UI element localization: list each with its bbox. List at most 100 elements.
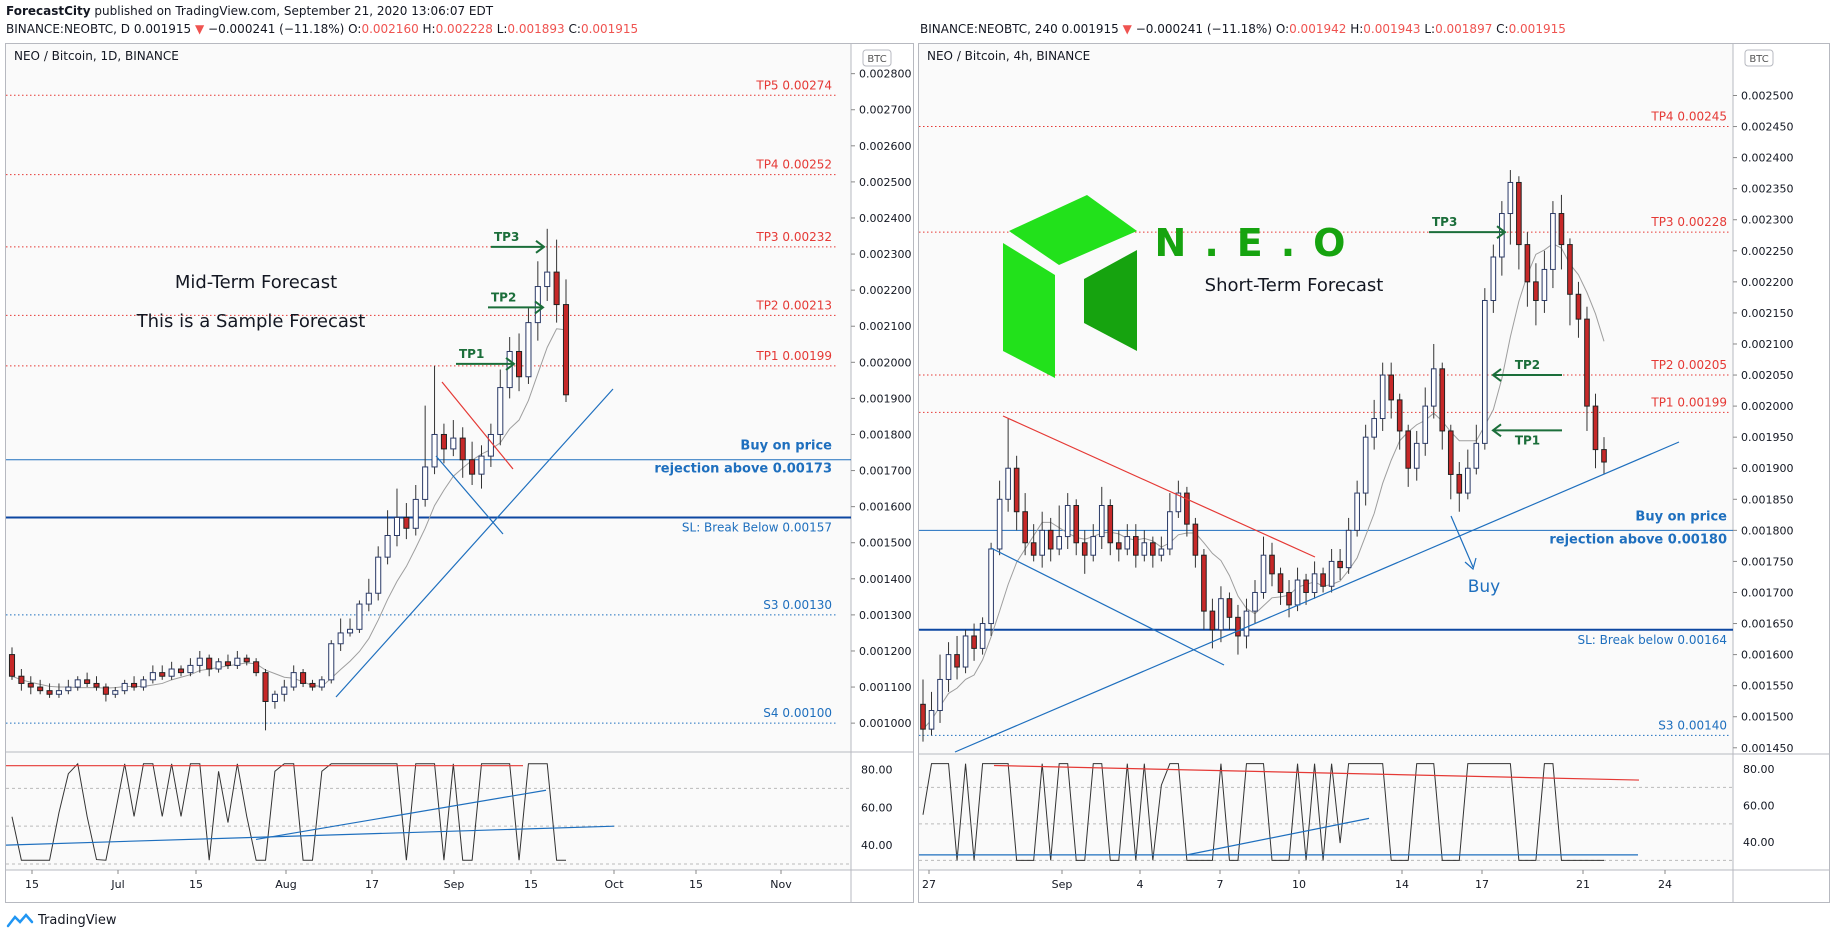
down-triangle-icon: ▼ — [194, 22, 205, 36]
candle-body — [131, 682, 138, 688]
y-tick-label: 0.001200 — [859, 645, 912, 658]
candle-body — [224, 661, 232, 666]
x-tick-label: 17 — [1475, 878, 1489, 891]
tradingview-logo-icon — [6, 913, 34, 928]
candle-body — [1022, 511, 1028, 544]
candle-body — [562, 304, 570, 396]
candle-body — [403, 516, 410, 529]
candle-body — [459, 437, 466, 461]
symbol-line-left: BINANCE:NEOBTC, D 0.001915 ▼ −0.000241 (… — [6, 22, 639, 36]
candle-body — [1013, 467, 1020, 513]
rsi-line — [922, 763, 1604, 861]
candle-body — [1081, 542, 1088, 556]
rsi-tick-label: 80.00 — [861, 763, 893, 776]
change: −0.000241 (−11.18%) — [1135, 22, 1273, 36]
candle-body — [450, 437, 457, 450]
candle-body — [187, 664, 194, 674]
candle-body — [196, 657, 203, 666]
candle-body — [920, 703, 926, 730]
candle-body — [159, 672, 166, 677]
y-tick-label: 0.002200 — [1741, 276, 1794, 289]
arrow-head-icon — [1491, 368, 1502, 382]
rsi-tick-label: 40.00 — [861, 839, 893, 852]
candle-body — [1303, 579, 1309, 593]
currency-label: BTC — [867, 54, 886, 65]
candle-body — [27, 682, 34, 688]
chart-panel-right[interactable]: NEO / Bitcoin, 4h, BINANCE BTC 0.002500 0.0… — [918, 43, 1830, 903]
x-tick-label: Aug — [275, 878, 296, 891]
y-tick-label: 0.001600 — [1741, 649, 1794, 662]
buy-zone-label: rejection above 0.00173 — [654, 462, 832, 477]
candle-body — [1073, 505, 1080, 544]
candle-body — [1150, 542, 1156, 556]
candle-body — [1328, 560, 1335, 587]
candle-body — [553, 271, 560, 306]
trend-line — [441, 381, 514, 470]
candle-body — [1439, 368, 1446, 432]
y-tick-label: 0.002250 — [1741, 245, 1794, 258]
candle-body — [1107, 505, 1114, 544]
candle-body — [37, 686, 44, 692]
publish-info: published on TradingView.com, September … — [90, 4, 494, 18]
candle-body — [1158, 548, 1165, 556]
candle-body — [1141, 542, 1148, 556]
y-tick-label: 0.001300 — [859, 609, 912, 622]
y-tick-label: 0.002200 — [859, 284, 912, 297]
candle-body — [1524, 244, 1531, 283]
candle-body — [309, 682, 316, 688]
candle-body — [1354, 492, 1360, 531]
y-tick-label: 0.002000 — [1741, 400, 1794, 413]
target-arrow-label: TP1 — [1515, 433, 1540, 447]
neo-logo-icon — [1084, 250, 1137, 351]
level-label: TP5 0.00274 — [755, 78, 832, 92]
level-label: TP3 0.00232 — [755, 230, 832, 244]
y-tick-label: 0.002400 — [859, 212, 912, 225]
y-tick-label: 0.002150 — [1741, 307, 1794, 320]
trend-line — [954, 441, 1680, 753]
candle-body — [1422, 405, 1429, 444]
level-label: TP1 0.00199 — [1650, 395, 1727, 409]
currency-badge — [862, 49, 892, 67]
chart-title: NEO / Bitcoin, 4h, BINANCE — [927, 49, 1090, 63]
candle-body — [384, 535, 391, 558]
y-tick-label: 0.002300 — [1741, 214, 1794, 227]
candle-body — [1115, 542, 1122, 550]
rsi-trend-line — [6, 825, 615, 846]
target-arrow-label: TP2 — [491, 290, 516, 304]
symbol: BINANCE:NEOBTC, D — [6, 22, 131, 36]
forecast-subtitle: This is a Sample Forecast — [136, 311, 366, 332]
candle-body — [1601, 449, 1607, 463]
level-label: TP4 0.00245 — [1650, 110, 1727, 124]
x-tick-label: Nov — [770, 878, 792, 891]
candle-body — [1090, 536, 1097, 556]
candle-body — [149, 672, 156, 681]
candle-body — [971, 635, 977, 649]
candle-body — [393, 516, 401, 537]
x-tick-label: 15 — [189, 878, 203, 891]
y-tick-label: 0.001850 — [1741, 493, 1794, 506]
x-tick-label: 10 — [1292, 878, 1306, 891]
candle-body — [525, 322, 532, 378]
candle-body — [234, 657, 241, 666]
candle-body — [1201, 554, 1207, 612]
y-tick-label: 0.001700 — [859, 465, 912, 478]
candle-body — [1371, 418, 1377, 438]
footer-brand: TradingView — [38, 912, 117, 928]
buy-zone-label: rejection above 0.00180 — [1549, 532, 1727, 547]
chart-svg-right[interactable]: NEO / Bitcoin, 4h, BINANCE BTC 0.002500 0.0… — [919, 44, 1829, 902]
candle-body — [300, 672, 307, 684]
candle-body — [1396, 399, 1403, 432]
candle-body — [1039, 529, 1045, 556]
candle-body — [1252, 591, 1258, 612]
y-tick-label: 0.001100 — [859, 681, 912, 694]
y-tick-label: 0.001650 — [1741, 618, 1794, 631]
trend-line — [335, 388, 614, 698]
candle-body — [1005, 467, 1011, 500]
candle-body — [1550, 213, 1556, 270]
candle-body — [1133, 536, 1139, 556]
candle-body — [412, 498, 419, 529]
y-tick-label: 0.001500 — [859, 537, 912, 550]
chart-svg-left[interactable]: NEO / Bitcoin, 1D, BINANCE BTC 0.002800 0.0… — [6, 44, 913, 902]
chart-panel-left[interactable]: NEO / Bitcoin, 1D, BINANCE BTC 0.002800 0.0… — [5, 43, 914, 903]
candle-body — [954, 654, 960, 668]
